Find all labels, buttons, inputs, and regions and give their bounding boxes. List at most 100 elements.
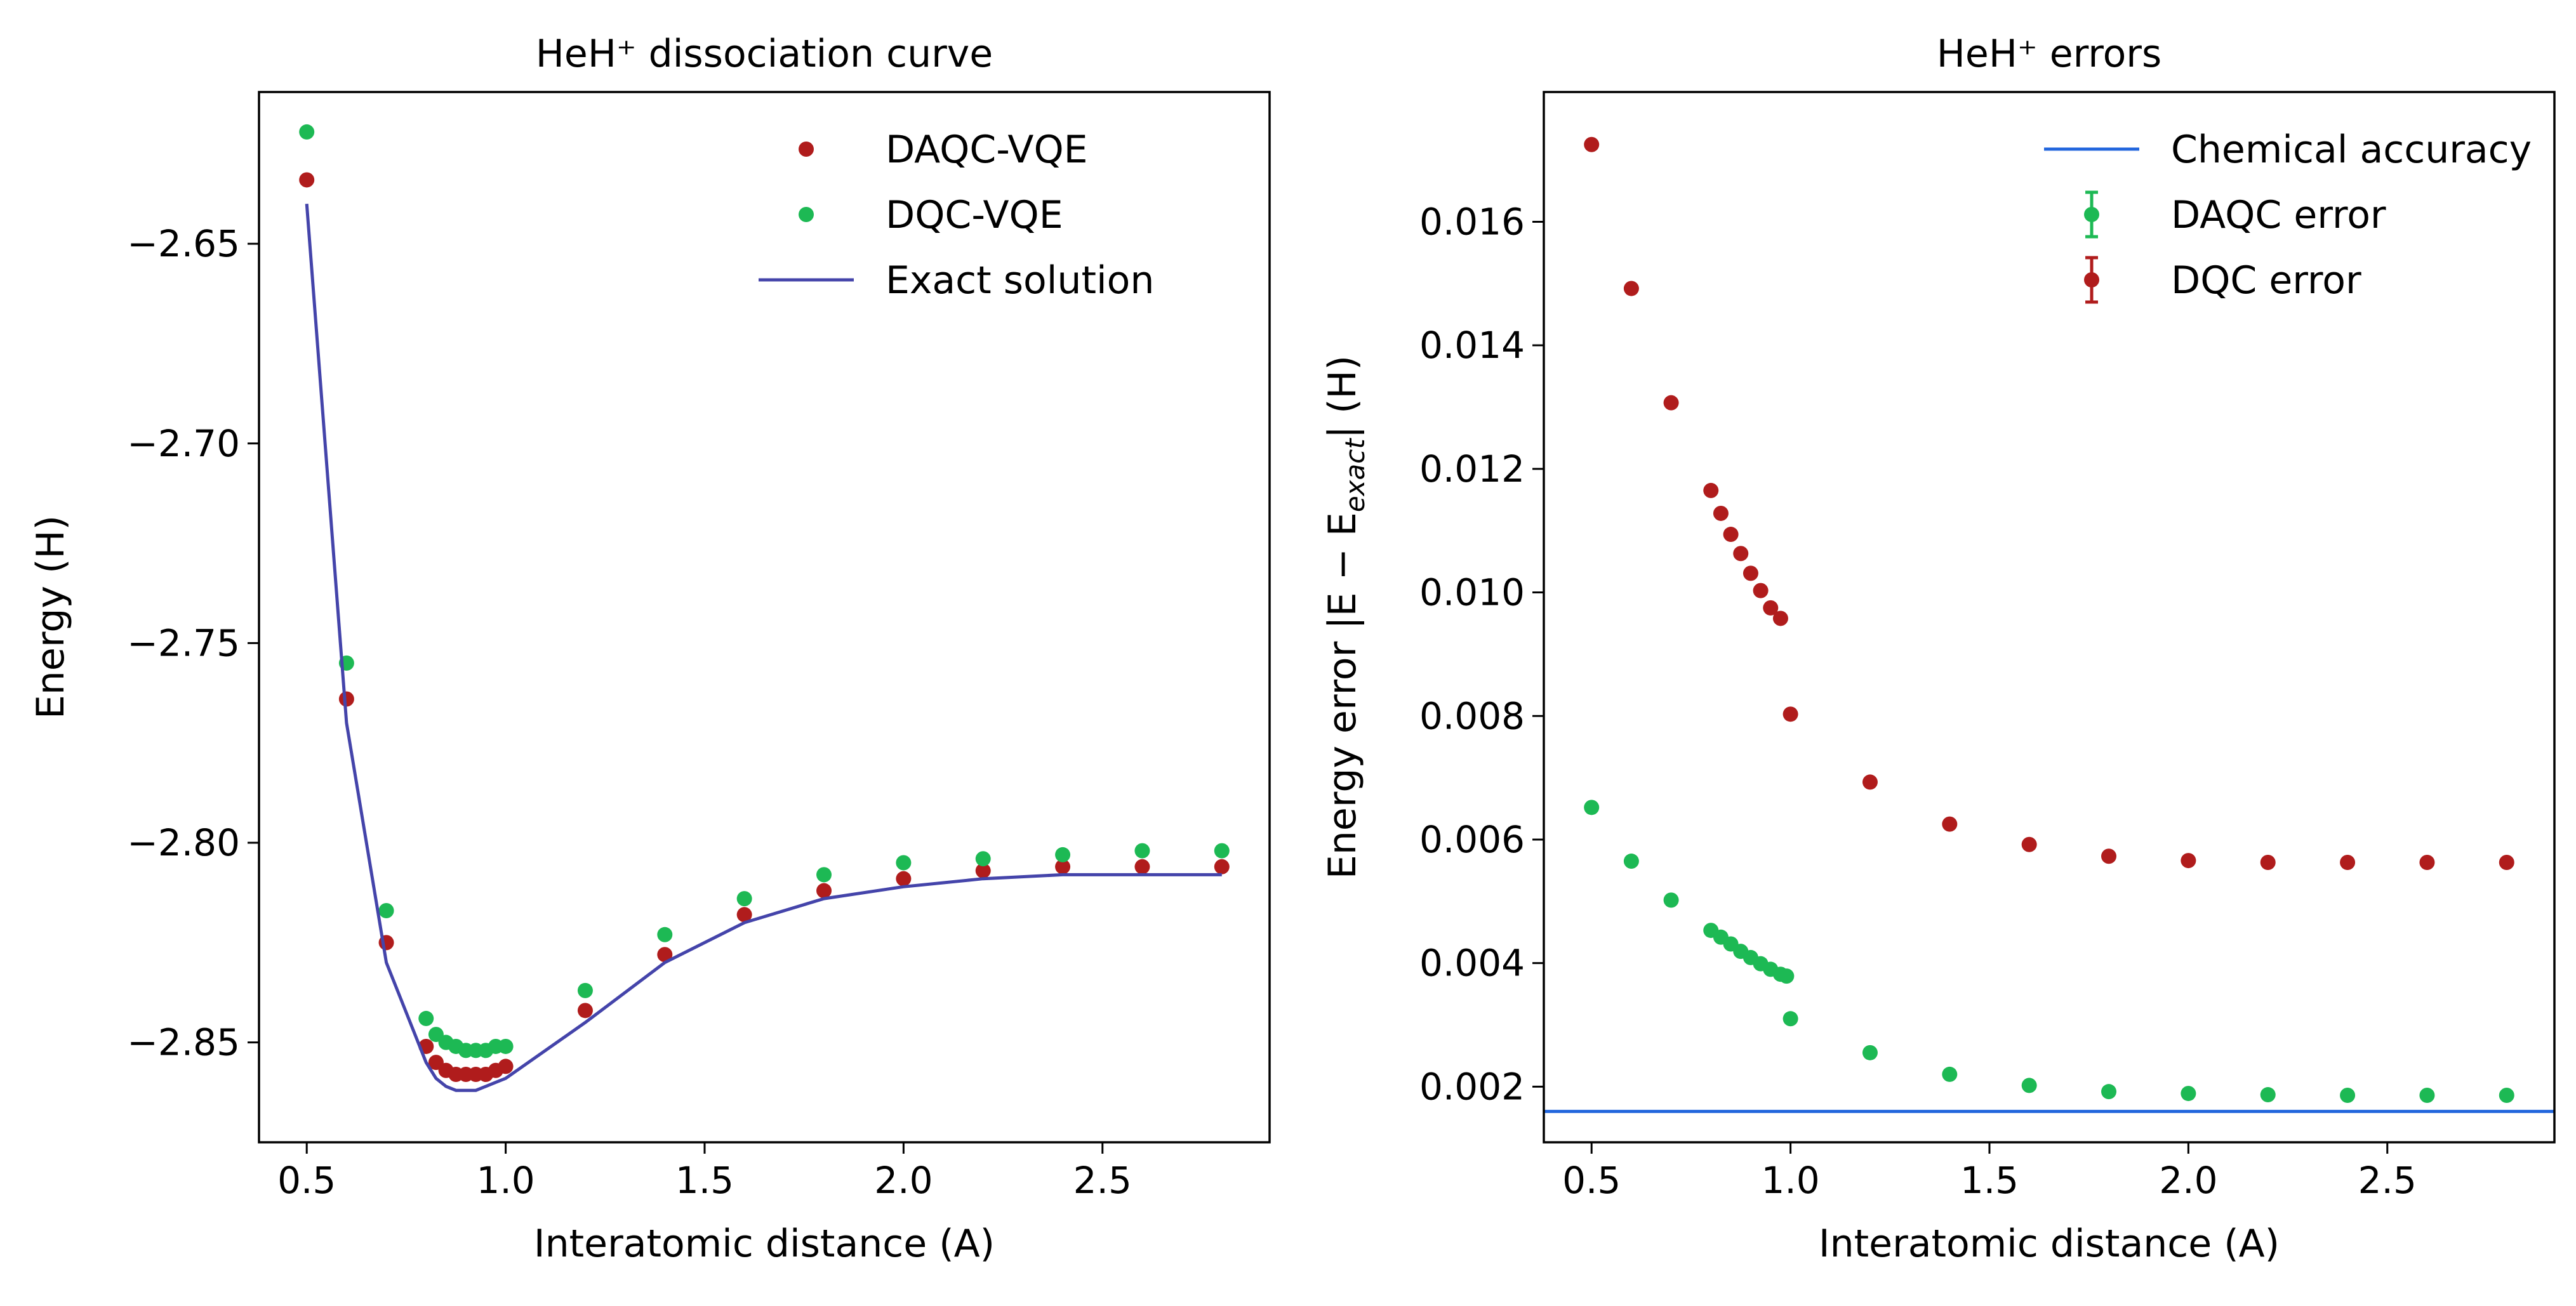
x-tick-label: 2.0 — [874, 1159, 933, 1202]
series-dqc-vqe-point — [378, 903, 394, 919]
series-exact-solution-line — [305, 204, 1222, 1092]
y-tick-label: −2.70 — [127, 422, 240, 465]
x-axis-label: Interatomic distance (A) — [1819, 1222, 2280, 1266]
legend-label: DAQC error — [2171, 193, 2386, 237]
series-daqc-vqe-point — [736, 907, 752, 923]
series-dqc-vqe-point — [896, 855, 912, 871]
y-tick-label: −2.65 — [127, 222, 240, 265]
series-daqc-vqe-point — [498, 1059, 514, 1074]
y-axis-label-tail: | (H) — [1320, 355, 1365, 439]
series-daqc-error-point — [2021, 1078, 2037, 1093]
legend-point-marker — [799, 207, 814, 222]
left-panel-dissociation-curve: HeH⁺ dissociation curve 0.5 1.0 1.5 2.0 2.5 −2… — [29, 32, 1271, 1266]
x-tick-label: 0.5 — [277, 1159, 336, 1202]
y-tick-label: −2.75 — [127, 621, 240, 664]
series-dqc-error-point — [1663, 395, 1679, 411]
series-dqc-error-point — [2021, 836, 2037, 852]
series-dqc-vqe-point — [1214, 843, 1230, 859]
x-tick-label: 0.5 — [1562, 1159, 1621, 1202]
chart-title: HeH⁺ dissociation curve — [536, 32, 993, 76]
y-tick-label: 0.002 — [1419, 1065, 1525, 1108]
series-dqc-error-point — [2181, 853, 2196, 869]
y-tick-label: 0.008 — [1419, 694, 1525, 737]
series-daqc-error-point — [1779, 968, 1795, 984]
legend-label: DQC-VQE — [886, 193, 1063, 237]
legend-point-marker — [2084, 207, 2099, 222]
y-tick-label: 0.012 — [1419, 447, 1525, 491]
series-dqc-error-point — [1713, 505, 1729, 521]
plot-frame — [1543, 91, 2556, 1144]
series-dqc-error-point — [2419, 854, 2435, 870]
series-dqc-vqe-point — [975, 851, 991, 867]
series-dqc-error-point — [1942, 816, 1958, 832]
legend-point-marker — [2084, 272, 2099, 287]
series-dqc-error-point — [2340, 854, 2356, 870]
series-dqc-error-point — [1584, 136, 1600, 152]
x-tick-label: 1.5 — [1960, 1159, 2019, 1202]
y-axis-label-subscript: exact — [1339, 438, 1371, 513]
x-tick-label: 1.5 — [675, 1159, 734, 1202]
series-daqc-error-point — [1942, 1066, 1958, 1082]
series-dqc-vqe-point — [657, 927, 673, 942]
x-tick-label: 2.0 — [2159, 1159, 2217, 1202]
series-daqc-vqe-point — [896, 871, 912, 887]
series-dqc-error-point — [1703, 482, 1719, 498]
series-dqc-vqe-point — [1055, 847, 1071, 862]
series-dqc-error-point — [2101, 848, 2117, 864]
legend-point-marker — [799, 142, 814, 157]
series-dqc-error-point — [1763, 600, 1779, 616]
legend-label: DAQC-VQE — [886, 128, 1088, 172]
series-daqc-vqe-point — [1214, 859, 1230, 874]
x-axis-label: Interatomic distance (A) — [534, 1222, 995, 1266]
series-dqc-error-point — [1862, 774, 1878, 790]
legend: DAQC-VQE DQC-VQE Exact solution — [759, 128, 1154, 303]
series-dqc-error-point — [1783, 706, 1798, 722]
series-dqc-vqe-point — [1134, 843, 1150, 859]
chart-title: HeH⁺ errors — [1937, 32, 2161, 76]
x-tick-label: 2.5 — [2358, 1159, 2417, 1202]
series-daqc-vqe-point — [577, 1003, 593, 1019]
series-daqc-error-point — [2101, 1084, 2117, 1100]
y-axis-label: Energy error |E − Eexact| (H) — [1320, 355, 1371, 879]
series-daqc-error-point — [2499, 1088, 2514, 1104]
y-axis-label: Energy (H) — [29, 515, 73, 719]
series-dqc-error-point — [2499, 854, 2514, 870]
plot-area — [299, 124, 1230, 1092]
series-daqc-error-point — [1623, 854, 1639, 869]
plot-frame — [258, 91, 1271, 1144]
series-dqc-vqe-point — [816, 867, 832, 883]
y-tick-label: −2.85 — [127, 1021, 240, 1064]
y-tick-label: 0.014 — [1419, 324, 1525, 367]
series-daqc-vqe-point — [657, 947, 673, 963]
y-tick-label: 0.004 — [1419, 942, 1525, 985]
series-dqc-error-point — [1723, 527, 1739, 543]
x-tick-label: 1.0 — [476, 1159, 534, 1202]
series-daqc-vqe-point — [299, 172, 315, 188]
series-daqc-error-point — [1783, 1011, 1798, 1027]
series-daqc-error-point — [1663, 892, 1679, 908]
series-daqc-error-point — [2260, 1087, 2276, 1103]
series-daqc-error-point — [1584, 800, 1600, 815]
series-dqc-error-point — [2260, 854, 2276, 870]
series-dqc-vqe-point — [736, 891, 752, 907]
series-dqc-vqe-point — [498, 1038, 514, 1054]
series-daqc-error-point — [2181, 1086, 2196, 1102]
y-tick-label: 0.006 — [1419, 818, 1525, 861]
legend-label: Chemical accuracy — [2171, 128, 2532, 172]
series-daqc-vqe-point — [975, 863, 991, 879]
series-daqc-error-point — [1862, 1045, 1878, 1060]
series-daqc-vqe-point — [1055, 859, 1071, 874]
series-dqc-error-point — [1733, 546, 1749, 562]
series-dqc-error-point — [1743, 565, 1758, 581]
legend: Chemical accuracy DAQC error DQC error — [2044, 128, 2532, 304]
y-axis-label-main: Energy error |E − E — [1320, 512, 1365, 879]
legend-label: Exact solution — [886, 258, 1154, 303]
x-tick-label: 1.0 — [1761, 1159, 1819, 1202]
y-tick-label: 0.016 — [1419, 200, 1525, 243]
right-panel-errors: HeH⁺ errors 0.5 1.0 1.5 2.0 2.5 0.002 0.004 0.00… — [1320, 32, 2556, 1266]
series-daqc-vqe-point — [338, 691, 354, 707]
x-tick-label: 2.5 — [1073, 1159, 1132, 1202]
series-daqc-error-point — [2340, 1088, 2356, 1104]
plot-area — [1544, 136, 2554, 1113]
